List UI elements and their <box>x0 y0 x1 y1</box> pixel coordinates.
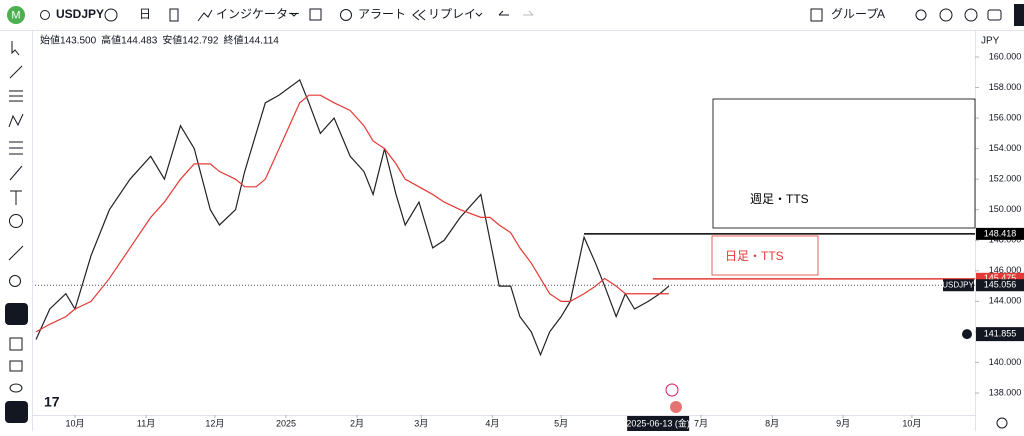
price-line <box>35 94 669 333</box>
y-tick-label: 150.000 <box>989 204 1022 214</box>
add-symbol[interactable] <box>104 8 118 22</box>
avatar-letter: M <box>11 9 20 21</box>
dropdown[interactable] <box>475 12 483 17</box>
annotation-text: 週足・TTS <box>750 192 809 206</box>
x-tick-label: 10月 <box>66 418 85 428</box>
axis-settings[interactable] <box>996 417 1008 429</box>
group[interactable]: グループ <box>831 7 878 21</box>
trend-tool[interactable] <box>9 65 23 79</box>
undo[interactable] <box>498 10 509 16</box>
replay-icon <box>412 9 426 21</box>
snapshot[interactable] <box>987 9 1002 21</box>
x-tick-label: 10月 <box>902 418 921 428</box>
logo: 17 <box>44 394 60 410</box>
x-tick-label: 11月 <box>137 418 155 428</box>
publish[interactable] <box>1014 4 1024 26</box>
ohlc-value: 高値144.483 <box>101 34 158 47</box>
ohlc-value: 始値143.500 <box>40 34 97 47</box>
annotation-text: 日足・TTS <box>725 249 784 263</box>
y-tick-label: 156.000 <box>989 112 1022 122</box>
emoji-tool[interactable] <box>9 214 23 228</box>
redo[interactable] <box>523 10 534 16</box>
zoom-tool[interactable] <box>9 275 21 287</box>
crosshair-tag <box>976 327 1024 342</box>
lock-all[interactable] <box>9 360 23 372</box>
flag-icon[interactable] <box>670 401 682 413</box>
symbol-tag-label: USDJPY <box>942 280 974 289</box>
indicators[interactable]: インジケーター <box>216 7 300 21</box>
search-icon[interactable] <box>40 10 50 20</box>
y-tick-label: 146.000 <box>989 265 1022 275</box>
date-tag-label: 2025-06-13 (金) <box>626 417 690 428</box>
y-tick-label: 152.000 <box>989 174 1022 184</box>
y-tick-label: 158.000 <box>989 82 1022 92</box>
ohlc-value: 安値142.792 <box>162 34 219 47</box>
price-tag-label: 148.418 <box>984 228 1017 238</box>
y-tick-label: 140.000 <box>989 357 1022 367</box>
hide-tool[interactable] <box>9 383 23 393</box>
currency: JPY <box>981 36 1000 47</box>
lock-tool[interactable] <box>9 337 23 351</box>
price-tag <box>976 279 1024 292</box>
pattern-tool[interactable] <box>8 113 24 128</box>
event-icon[interactable] <box>665 383 679 397</box>
y-tick-label: 154.000 <box>989 143 1022 153</box>
layouts[interactable] <box>309 8 322 21</box>
avatar[interactable] <box>7 6 25 24</box>
chart-type[interactable] <box>169 8 179 22</box>
text-tool[interactable] <box>10 190 22 205</box>
x-tick-label: 5月 <box>554 418 568 428</box>
brush-tool[interactable] <box>9 165 23 181</box>
x-tick-label: 8月 <box>765 418 779 428</box>
x-tick-label: 4月 <box>485 418 499 428</box>
settings-icon[interactable] <box>915 9 927 21</box>
x-tick-label: 12月 <box>205 418 224 428</box>
x-tick-label: 7月 <box>694 418 708 428</box>
y-tick-label: 138.000 <box>989 387 1022 397</box>
drawing-tools <box>8 41 24 287</box>
price-tag <box>976 227 1024 240</box>
price-tag-label: 145.056 <box>984 280 1017 290</box>
interval[interactable]: 日 <box>139 7 151 21</box>
y-tick-label: 160.000 <box>989 51 1022 61</box>
crosshair-add <box>962 329 972 340</box>
alert[interactable]: アラート <box>358 7 406 21</box>
symbol-tag <box>943 279 974 292</box>
dropdown[interactable] <box>290 12 298 17</box>
panel-icon[interactable] <box>810 8 823 22</box>
x-tick-label: 2025 <box>276 418 296 428</box>
symbol[interactable]: USDJPY <box>56 7 104 21</box>
indicators-icon <box>197 9 213 22</box>
fullscreen[interactable] <box>964 8 978 22</box>
ohlc-value: 終値144.114 <box>223 34 279 47</box>
cursor-tool[interactable] <box>11 41 20 56</box>
plot <box>35 78 975 357</box>
alert-icon <box>340 9 352 21</box>
magnet-tool[interactable] <box>5 303 28 325</box>
crosshair-label: 141.855 <box>984 328 1017 338</box>
link-tool[interactable] <box>5 401 28 423</box>
ruler-tool[interactable] <box>8 245 24 261</box>
x-tick-label: 9月 <box>836 418 850 428</box>
date-tag <box>627 416 690 431</box>
fib-tool[interactable] <box>9 90 23 102</box>
forecast-tool[interactable] <box>9 141 23 155</box>
replay[interactable]: リプレイ <box>428 7 476 21</box>
y-tick-label: 144.000 <box>989 296 1022 306</box>
price-tag-label: 145.475 <box>984 273 1017 283</box>
x-tick-label: 2月 <box>350 418 364 428</box>
annotation-box <box>712 98 976 229</box>
group-id[interactable]: A <box>877 7 885 21</box>
annotation-box <box>711 235 819 276</box>
settings[interactable] <box>939 8 953 22</box>
x-tick-label: 3月 <box>414 418 428 428</box>
